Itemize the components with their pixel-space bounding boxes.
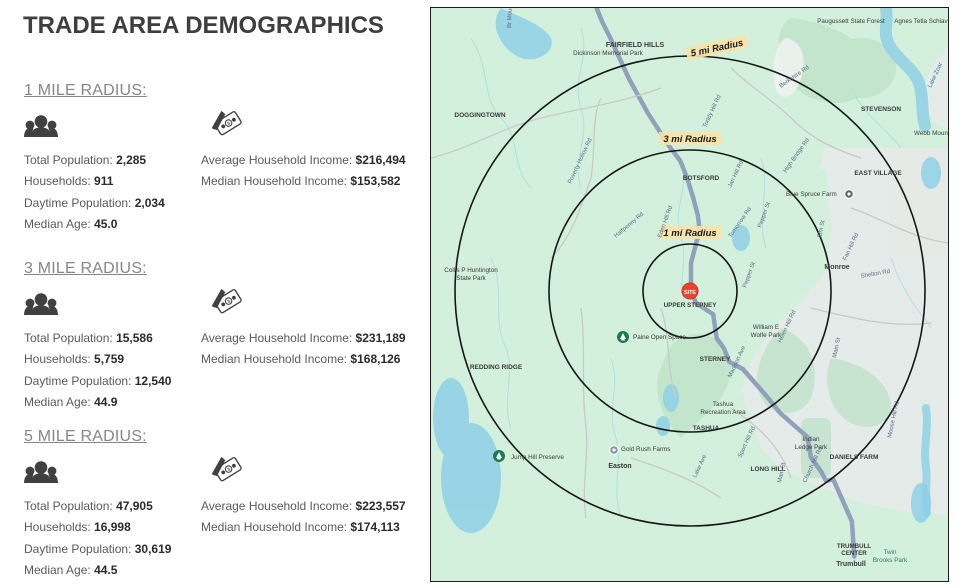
svg-text:Paine Open Space: Paine Open Space [633, 334, 686, 341]
svg-text:Twin: Twin [884, 549, 897, 556]
svg-text:SITE: SITE [684, 290, 697, 296]
svg-text:CENTER: CENTER [841, 550, 867, 557]
svg-text:FAIRFIELD HILLS: FAIRFIELD HILLS [606, 42, 665, 49]
svg-text:Monroe: Monroe [824, 264, 849, 271]
svg-text:Tashua: Tashua [713, 401, 734, 408]
svg-text:State Park: State Park [456, 275, 486, 282]
svg-text:William E: William E [753, 324, 779, 331]
svg-text:DOGGINGTOWN: DOGGINGTOWN [454, 112, 505, 119]
svg-text:STERNEY: STERNEY [700, 356, 731, 363]
svg-text:Trumbull: Trumbull [836, 561, 866, 568]
svg-text:Recreation Area: Recreation Area [700, 409, 746, 416]
svg-text:Easton: Easton [608, 463, 631, 470]
svg-text:STEVENSON: STEVENSON [861, 106, 901, 113]
svg-text:DANIELS FARM: DANIELS FARM [830, 454, 879, 461]
svg-text:Gold Rush Farms: Gold Rush Farms [621, 446, 670, 453]
svg-text:BOTSFORD: BOTSFORD [683, 175, 720, 182]
svg-text:EAST VILLAGE: EAST VILLAGE [854, 170, 902, 177]
svg-text:Jump Hill Preserve: Jump Hill Preserve [511, 454, 564, 461]
svg-text:UPPER STEPNEY: UPPER STEPNEY [664, 302, 718, 309]
svg-text:Dickinson Memorial Park: Dickinson Memorial Park [573, 50, 643, 57]
svg-text:Webb Mountain: Webb Mountain [914, 130, 948, 137]
svg-text:Wolfe Park: Wolfe Park [751, 332, 783, 339]
svg-text:Collis P Huntington: Collis P Huntington [444, 267, 498, 274]
svg-text:REDDING RIDGE: REDDING RIDGE [470, 364, 523, 371]
svg-text:TRUMBULL: TRUMBULL [837, 543, 872, 550]
svg-text:TASHUA: TASHUA [693, 425, 720, 432]
svg-text:1 mi Radius: 1 mi Radius [663, 228, 716, 239]
svg-text:Brooks Park: Brooks Park [873, 557, 908, 564]
svg-text:Blue Spruce Farm: Blue Spruce Farm [786, 191, 837, 198]
svg-text:Agnes Tetla Schiavi Park: Agnes Tetla Schiavi Park [894, 18, 948, 25]
svg-text:3 mi Radius: 3 mi Radius [663, 134, 716, 145]
svg-text:Indian: Indian [802, 436, 820, 443]
svg-text:Paugussett State Forest: Paugussett State Forest [817, 18, 885, 25]
